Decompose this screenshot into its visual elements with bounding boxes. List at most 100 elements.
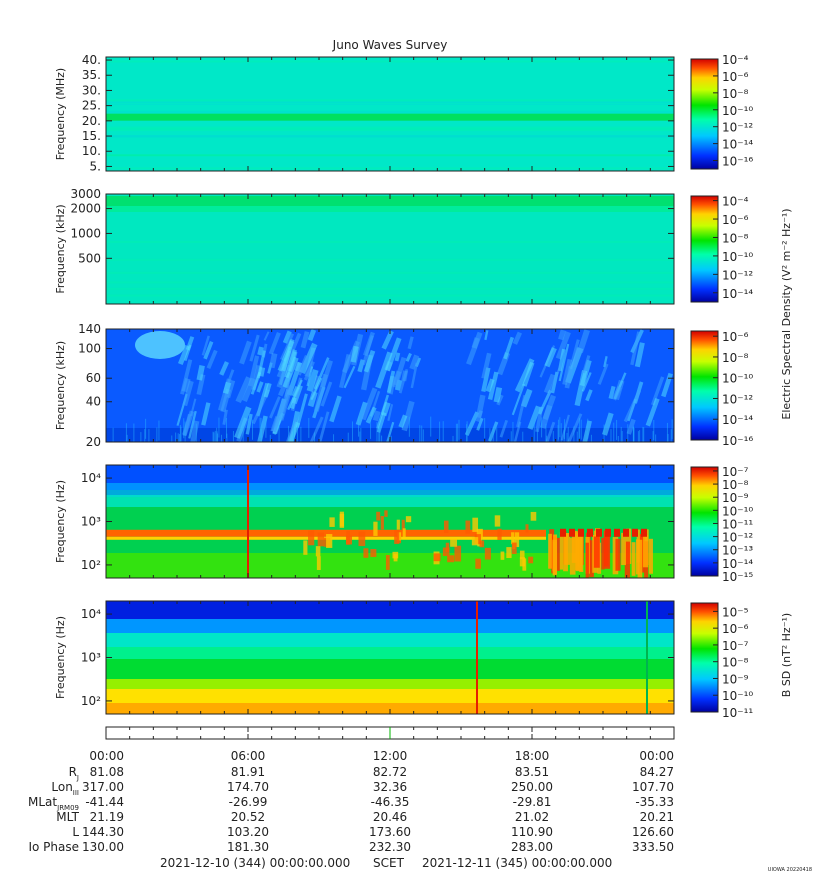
ephemeris-value: 333.50 <box>632 840 674 854</box>
ephemeris-row-label: Io Phase <box>28 840 79 854</box>
emission-streak <box>292 421 294 442</box>
emission-streak <box>126 434 128 442</box>
spectrogram-band <box>106 689 674 703</box>
spectrogram-band <box>106 206 674 212</box>
emission-streak <box>201 335 210 356</box>
y-tick-label: 25. <box>82 99 101 113</box>
time-axis: 00:00 06:00 12:00 18:00 00:00 RJ 81.08 81.91 82.… <box>28 726 675 854</box>
emission-streak <box>184 421 186 442</box>
emission-streak <box>195 423 197 442</box>
emission-burst <box>471 537 479 546</box>
emission-streak <box>245 413 253 435</box>
emission-burst <box>621 532 627 566</box>
emission-streak <box>213 432 215 442</box>
y-tick-label: 10. <box>82 144 101 158</box>
ephemeris-value: 232.30 <box>369 840 411 854</box>
emission-burst <box>494 515 501 527</box>
emission-streak <box>216 431 218 442</box>
emission-streak <box>239 340 252 365</box>
emission-streak <box>421 425 423 442</box>
emission-streak <box>405 352 412 362</box>
emission-streak <box>481 367 491 393</box>
emission-streak <box>655 434 657 442</box>
ephemeris-value: -35.33 <box>635 795 674 809</box>
ephemeris-value: 126.60 <box>632 825 674 839</box>
colorbar-tick-label: 10⁻⁴ <box>722 195 749 209</box>
emission-streak <box>555 331 571 360</box>
emission-streak <box>514 358 535 393</box>
emission-burst <box>624 541 630 578</box>
emission-burst <box>641 528 647 537</box>
emission-streak <box>259 417 261 438</box>
emission-streak <box>347 432 349 442</box>
emission-streak <box>577 329 590 354</box>
emission-streak <box>268 331 281 355</box>
emission-streak <box>545 423 547 442</box>
emission-streak <box>671 419 673 440</box>
emission-streak <box>265 417 267 438</box>
ephemeris-label-text: Io Phase <box>28 840 79 854</box>
ephemeris-value: 250.00 <box>511 780 553 794</box>
emission-streak <box>401 370 409 382</box>
emission-streak <box>343 365 356 389</box>
emission-streak <box>284 349 298 379</box>
emission-burst <box>560 528 566 537</box>
emission-streak <box>481 352 492 379</box>
emission-streak <box>297 354 309 376</box>
emission-streak <box>269 396 281 419</box>
emission-streak <box>567 413 583 442</box>
emission-streak <box>394 379 403 391</box>
emission-streak <box>566 432 568 442</box>
emission-streak <box>496 427 498 442</box>
emission-streak <box>567 426 569 442</box>
spectrogram-image <box>106 329 674 442</box>
emission-streak <box>376 394 390 429</box>
colorbar-tick-label: 10⁻¹² <box>722 531 753 545</box>
emission-streak <box>542 394 556 421</box>
emission-streak <box>613 422 615 442</box>
y-tick-label: 10³ <box>81 651 101 665</box>
panel-4: 10⁴ 10³ 10² Frequency (Hz) 10⁻⁷10⁻⁸10⁻⁹10⁻¹⁰… <box>54 464 753 584</box>
emission-streak <box>201 402 211 426</box>
emission-streak <box>314 432 316 442</box>
emission-burst <box>363 548 369 558</box>
emission-streak <box>260 417 262 438</box>
emission-streak <box>630 331 641 366</box>
emission-streak <box>269 434 271 442</box>
emission-streak <box>422 429 424 442</box>
emission-streak <box>562 358 573 386</box>
emission-burst <box>308 530 315 546</box>
emission-streak <box>282 356 299 389</box>
y-tick-label: 10² <box>81 694 101 708</box>
emission-streak <box>390 435 392 442</box>
spectrogram-band <box>106 128 674 132</box>
emission-streak <box>401 400 415 432</box>
emission-streak <box>439 421 441 442</box>
emission-streak <box>188 410 197 439</box>
colorbar: 10⁻⁴ 10⁻⁶ 10⁻⁸ 10⁻¹⁰ 10⁻¹² 10⁻¹⁴ <box>690 195 753 303</box>
spectrogram-band <box>106 135 674 137</box>
emission-burst <box>394 529 400 544</box>
emission-burst <box>376 511 381 521</box>
colorbar-label-electric: Electric Spectral Density (V² m⁻² Hz⁻¹) <box>780 208 793 419</box>
ephemeris-row-label: LonIII <box>51 780 79 797</box>
colorbar-tick-label: 10⁻⁶ <box>722 330 749 344</box>
emission-burst <box>497 528 502 540</box>
colorbar-tick-label: 10⁻¹⁴ <box>722 287 753 301</box>
emission-burst <box>614 528 620 537</box>
emission-burst <box>604 530 611 569</box>
spectrogram-band <box>106 100 674 103</box>
ephemeris-value: 20.46 <box>373 810 407 824</box>
colorbar-tick-label: 10⁻⁶ <box>722 70 749 84</box>
emission-streak <box>263 382 272 398</box>
emission-streak <box>333 434 335 442</box>
emission-streak <box>363 349 376 373</box>
emission-streak <box>558 343 570 382</box>
emission-streak <box>227 369 235 383</box>
emission-streak <box>409 354 420 370</box>
colorbar-tick-label: 10⁻⁸ <box>722 231 749 245</box>
emission-streak <box>180 359 193 395</box>
emission-streak <box>144 429 146 442</box>
spectrogram-band <box>106 287 674 290</box>
colorbar-scale <box>690 466 719 577</box>
